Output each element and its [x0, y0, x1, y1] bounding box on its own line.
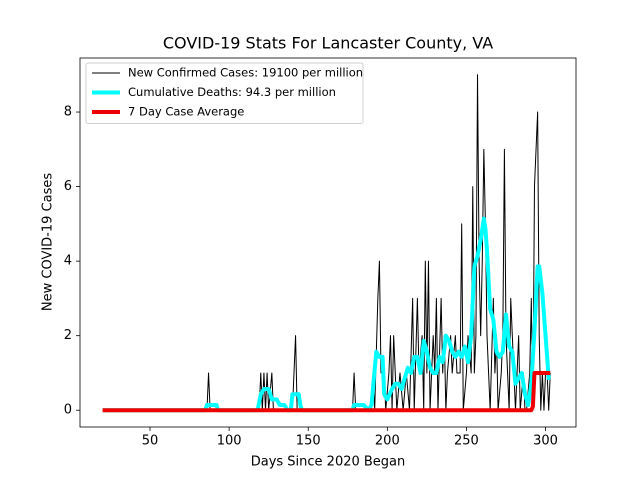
x-tick-label: 250 — [454, 434, 479, 449]
x-tick-label: 150 — [296, 434, 321, 449]
series-line — [102, 370, 551, 413]
x-axis-label: Days Since 2020 Began — [251, 455, 406, 470]
y-tick-label: 4 — [64, 254, 72, 269]
x-tick-label: 200 — [375, 434, 400, 449]
x-tick-label: 50 — [142, 434, 159, 449]
y-tick-label: 6 — [64, 179, 72, 194]
legend-label: Cumulative Deaths: 94.3 per million — [128, 85, 336, 99]
y-tick-label: 0 — [64, 403, 72, 418]
x-tick-label: 100 — [217, 434, 242, 449]
legend-label: New Confirmed Cases: 19100 per million — [128, 66, 363, 80]
chart-title: COVID-19 Stats For Lancaster County, VA — [163, 34, 493, 53]
x-tick-label: 300 — [533, 434, 558, 449]
y-axis-label: New COVID-19 Cases — [41, 173, 56, 311]
plot-frame — [79, 57, 577, 428]
y-tick-label: 2 — [64, 328, 72, 343]
y-tick-label: 8 — [64, 105, 72, 120]
legend-box — [85, 62, 364, 124]
legend-label: 7 Day Case Average — [128, 105, 244, 119]
